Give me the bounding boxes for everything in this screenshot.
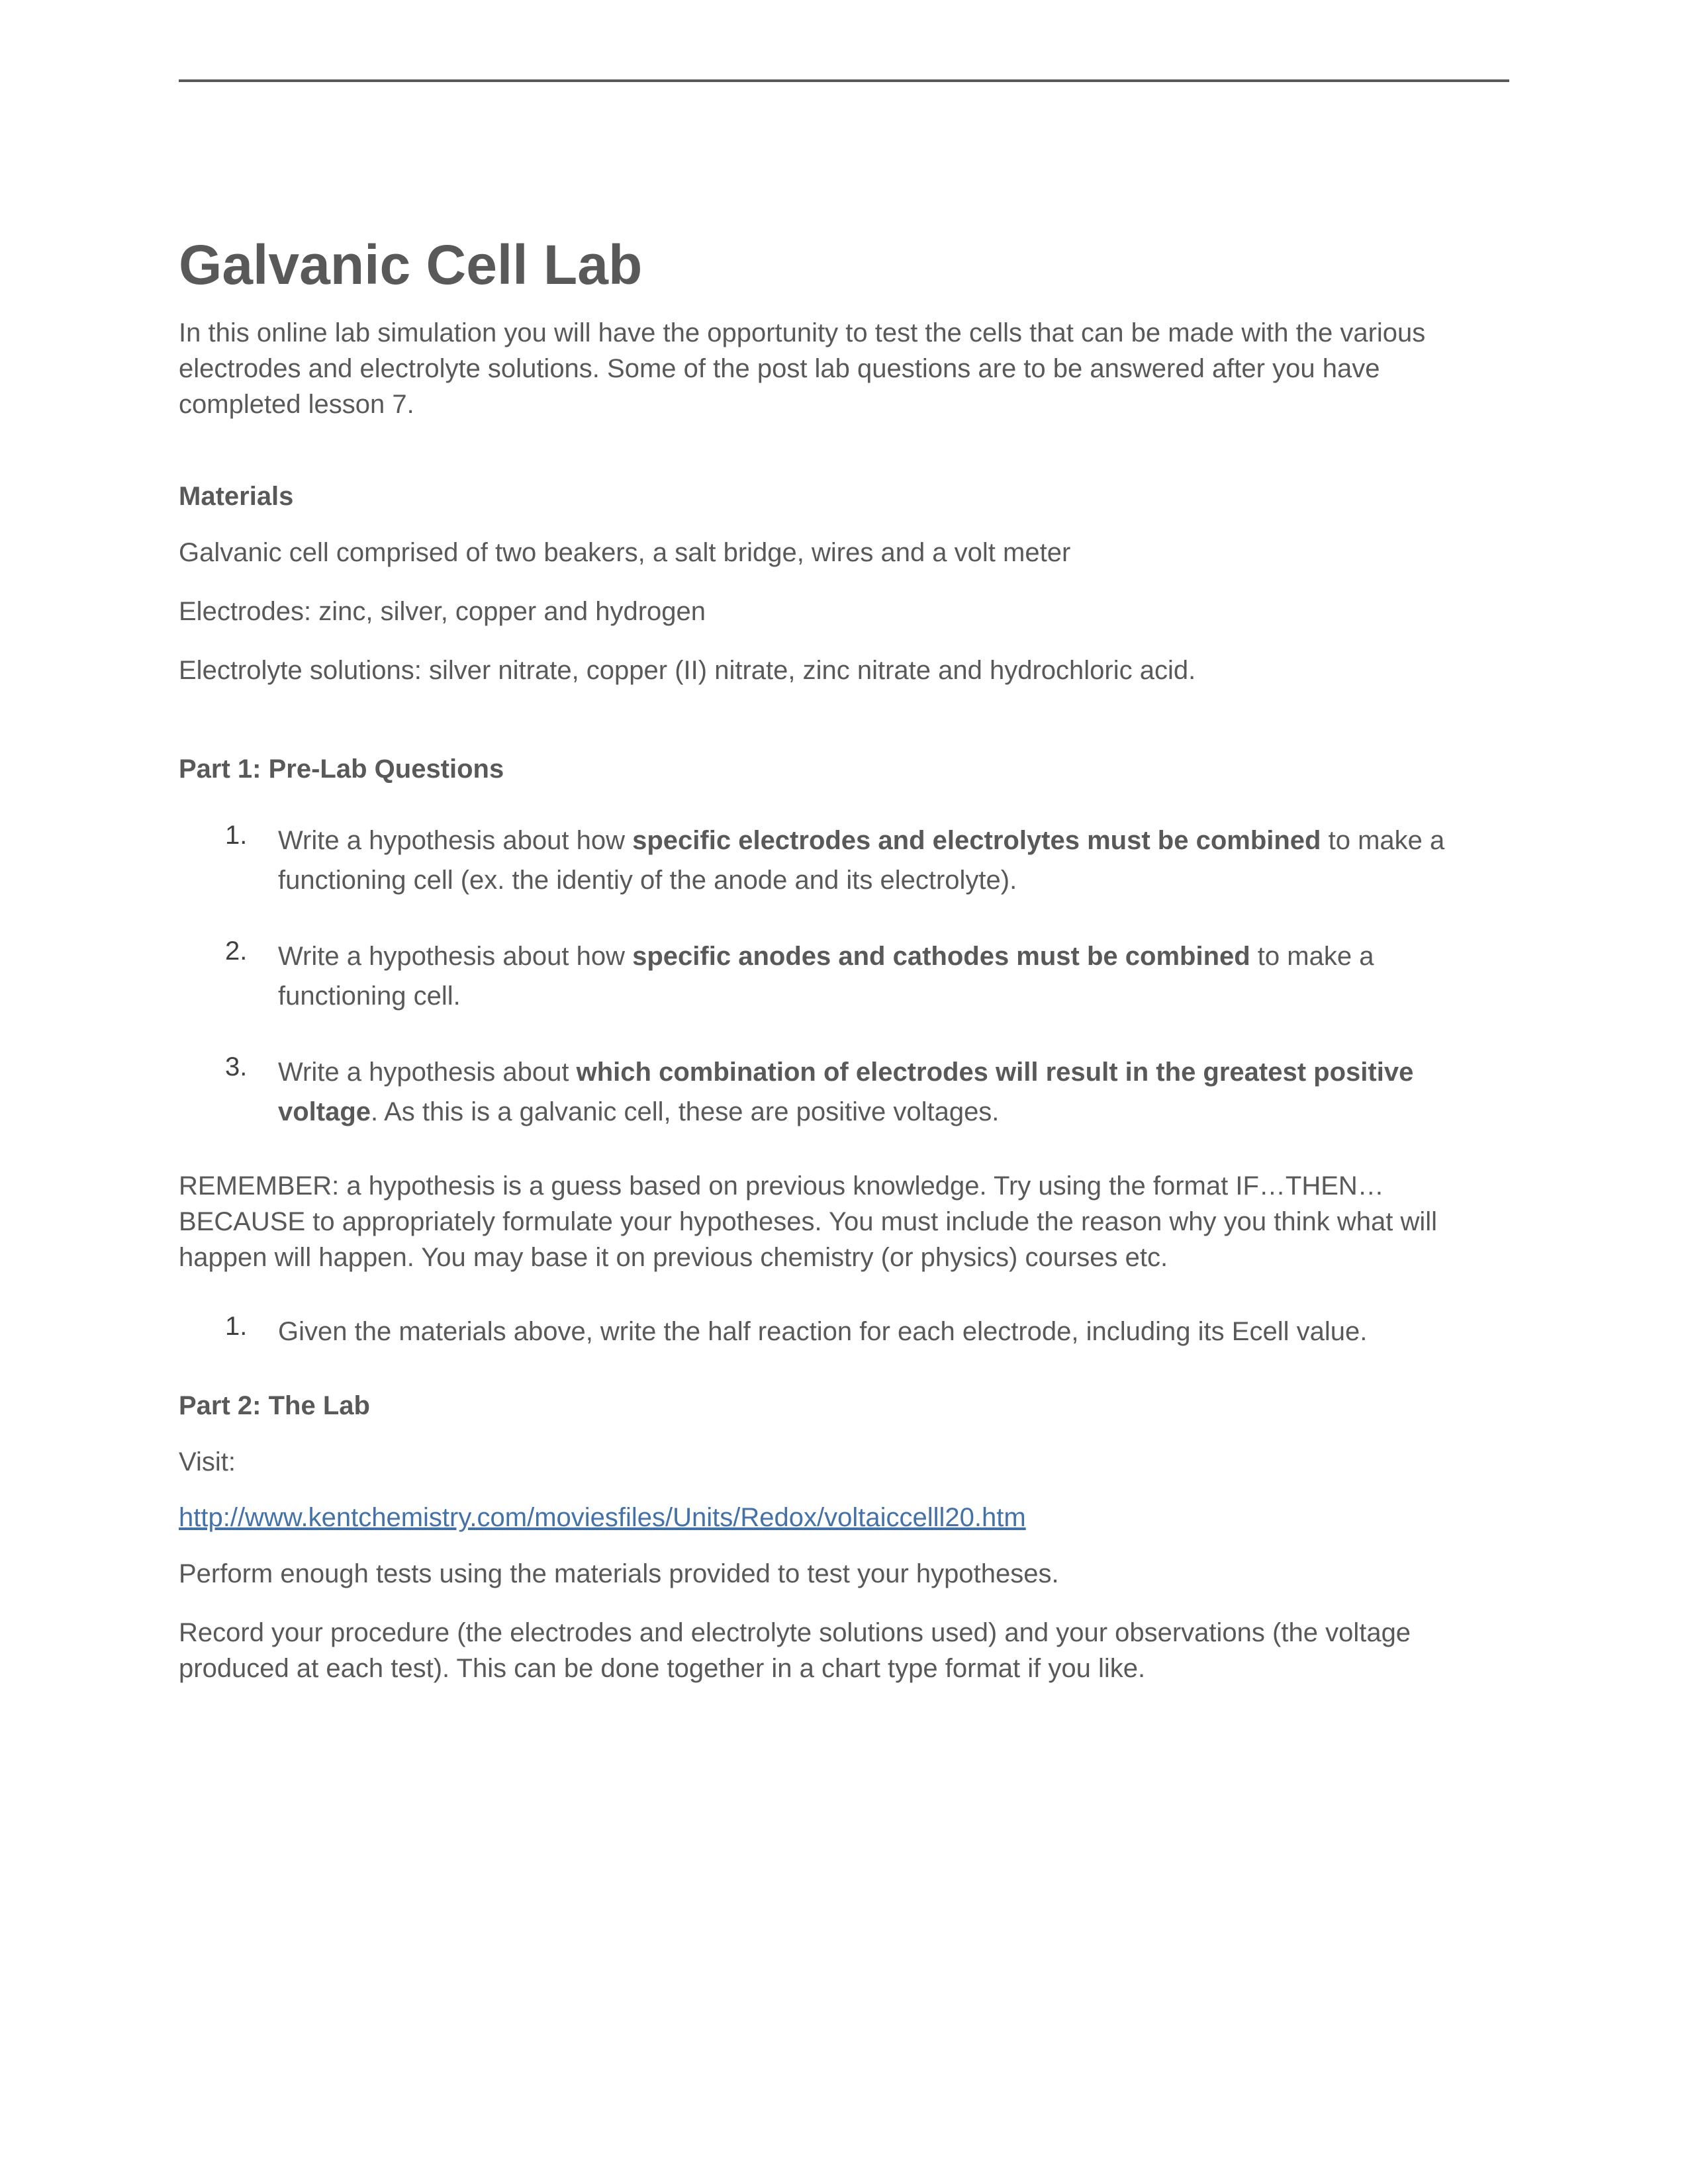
part1-section: Part 1: Pre-Lab Questions 1. Write a hyp… [179, 754, 1509, 1351]
prelab-questions-list: 1. Write a hypothesis about how specific… [179, 821, 1509, 1132]
list-item: 1. Write a hypothesis about how specific… [179, 821, 1509, 900]
instruction-text: Perform enough tests using the materials… [179, 1556, 1509, 1592]
list-number: 1. [225, 821, 265, 900]
top-divider [179, 79, 1509, 82]
list-item: 3. Write a hypothesis about which combin… [179, 1052, 1509, 1132]
materials-line: Galvanic cell comprised of two beakers, … [179, 535, 1509, 570]
part2-heading: Part 2: The Lab [179, 1391, 1509, 1421]
intro-paragraph: In this online lab simulation you will h… [179, 315, 1509, 422]
secondary-list: 1. Given the materials above, write the … [179, 1312, 1509, 1351]
question-text: Write a hypothesis about how specific el… [265, 821, 1509, 900]
materials-section: Materials Galvanic cell comprised of two… [179, 482, 1509, 688]
list-number: 1. [225, 1312, 265, 1351]
list-item: 1. Given the materials above, write the … [179, 1312, 1509, 1351]
materials-line: Electrolyte solutions: silver nitrate, c… [179, 653, 1509, 688]
materials-heading: Materials [179, 482, 1509, 512]
visit-label: Visit: [179, 1444, 1509, 1480]
page-title: Galvanic Cell Lab [179, 234, 1509, 295]
question-text: Write a hypothesis about which combinati… [265, 1052, 1509, 1132]
list-number: 2. [225, 936, 265, 1016]
part2-section: Part 2: The Lab Visit: http://www.kentch… [179, 1391, 1509, 1686]
question-text: Given the materials above, write the hal… [265, 1312, 1367, 1351]
list-item: 2. Write a hypothesis about how specific… [179, 936, 1509, 1016]
remember-paragraph: REMEMBER: a hypothesis is a guess based … [179, 1168, 1509, 1275]
document-page: Galvanic Cell Lab In this online lab sim… [0, 0, 1688, 2184]
lab-link[interactable]: http://www.kentchemistry.com/moviesfiles… [179, 1503, 1509, 1533]
list-number: 3. [225, 1052, 265, 1132]
materials-line: Electrodes: zinc, silver, copper and hyd… [179, 594, 1509, 629]
question-text: Write a hypothesis about how specific an… [265, 936, 1509, 1016]
instruction-text: Record your procedure (the electrodes an… [179, 1615, 1509, 1686]
part1-heading: Part 1: Pre-Lab Questions [179, 754, 1509, 784]
